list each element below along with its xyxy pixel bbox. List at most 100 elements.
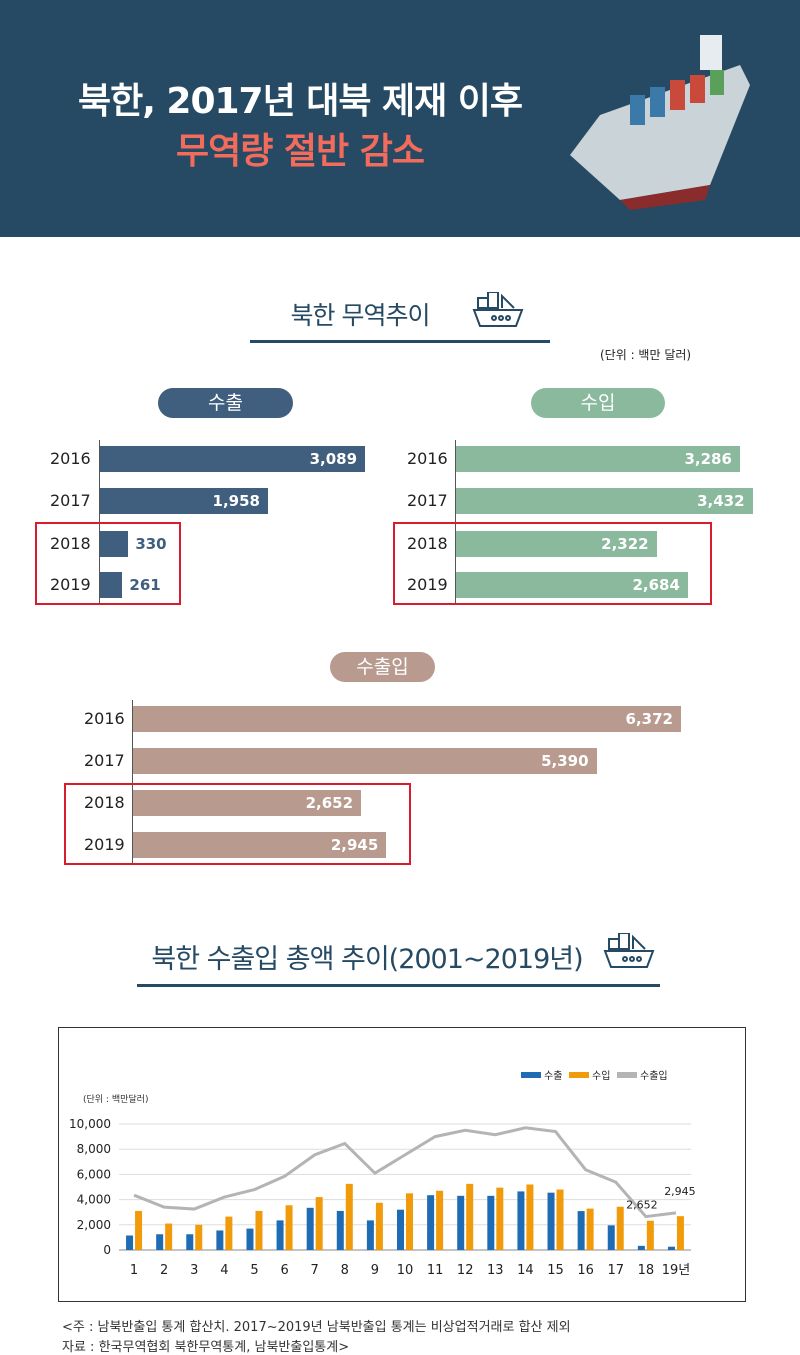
- x-tick-label: 18: [638, 1263, 655, 1278]
- legend-swatch: [569, 1072, 589, 1078]
- footnote: <주 : 남북반출입 통계 합산치. 2017~2019년 남북반출입 통계는 …: [62, 1320, 571, 1335]
- export-bar: [216, 1230, 224, 1250]
- import-bar: [255, 1210, 263, 1250]
- imports-year-label: 2016: [407, 449, 448, 468]
- x-tick-label: 3: [190, 1263, 198, 1278]
- x-tick-label: 7: [311, 1263, 319, 1278]
- export-bar: [336, 1210, 344, 1250]
- chart-frame: (단위 : 백만달러) 0 2,000 4,000 6,000 8,000 10,000 1 2…: [58, 1027, 746, 1302]
- import-bar: [195, 1224, 203, 1250]
- export-bar: [276, 1220, 284, 1250]
- export-bar: [517, 1191, 525, 1250]
- imports-pill: 수입: [531, 388, 665, 418]
- import-bar: [646, 1220, 654, 1250]
- export-bar: [487, 1195, 495, 1250]
- imports-bar: 2,684: [456, 572, 688, 598]
- import-bar: [496, 1187, 504, 1250]
- x-tick-label: 13: [487, 1263, 504, 1278]
- y-tick-label: 4,000: [77, 1193, 111, 1207]
- source-note: 자료 : 한국무역협회 북한무역통계, 남북반출입통계>: [62, 1340, 350, 1355]
- main-subtitle: 무역량 절반 감소: [176, 131, 425, 172]
- export-bar: [366, 1220, 374, 1250]
- section1-title: 북한 무역추이: [290, 301, 431, 330]
- imports-bar: 2,322: [456, 531, 657, 557]
- total-year-label: 2019: [84, 835, 125, 854]
- x-tick-label: 10: [397, 1263, 414, 1278]
- export-bar: [427, 1195, 435, 1250]
- total-year-label: 2016: [84, 709, 125, 728]
- x-tick-label: 8: [341, 1263, 349, 1278]
- unit-label: (단위 : 백만 달러): [600, 348, 692, 362]
- total-year-label: 2017: [84, 751, 125, 770]
- x-tick-label: 19년: [662, 1263, 691, 1278]
- import-bar: [466, 1183, 474, 1250]
- y-tick-label: 0: [103, 1243, 111, 1257]
- total-pill: 수출입: [330, 652, 435, 682]
- x-tick-label: 6: [280, 1263, 288, 1278]
- total-year-label: 2018: [84, 793, 125, 812]
- import-bar: [406, 1193, 413, 1250]
- export-bar: [607, 1225, 615, 1250]
- highlight-box-exports: [35, 522, 181, 605]
- imports-year-label: 2018: [407, 534, 448, 553]
- import-bar: [676, 1216, 684, 1250]
- import-bar: [225, 1216, 233, 1250]
- import-bar: [315, 1197, 323, 1250]
- exports-year-label: 2019: [50, 575, 91, 594]
- exports-pill: 수출: [158, 388, 293, 418]
- export-bar: [246, 1228, 254, 1250]
- total-bar: 2,945: [133, 832, 387, 858]
- legend-label: 수출: [544, 1070, 562, 1082]
- highlight-box-imports: [393, 522, 712, 605]
- export-bar: [126, 1235, 134, 1250]
- export-bar: [156, 1234, 164, 1250]
- import-bar: [436, 1190, 444, 1250]
- exports-year-label: 2016: [50, 449, 91, 468]
- import-bar: [285, 1205, 293, 1250]
- cargo-ship-icon: [603, 933, 655, 968]
- export-bar: [186, 1234, 194, 1250]
- main-title: 북한, 2017년 대북 제재 이후: [77, 81, 523, 122]
- export-bar: [547, 1192, 555, 1250]
- total-bar: 5,390: [133, 748, 597, 774]
- x-tick-label: 5: [250, 1263, 258, 1278]
- x-tick-label: 9: [371, 1263, 379, 1278]
- import-bar: [586, 1208, 594, 1250]
- exports-year-label: 2018: [50, 534, 91, 553]
- container-ship-illustration: [570, 35, 750, 210]
- exports-value-label: 261: [129, 576, 161, 594]
- x-tick-label: 12: [457, 1263, 474, 1278]
- y-tick-label: 10,000: [69, 1117, 111, 1131]
- export-bar: [577, 1211, 585, 1250]
- legend-swatch: [617, 1072, 637, 1078]
- total-line: [133, 1126, 677, 1219]
- exports-bar: [100, 531, 129, 557]
- import-bar: [375, 1202, 383, 1250]
- legend-swatch: [521, 1072, 541, 1078]
- annotation-label: 2,652: [626, 1199, 658, 1212]
- legend-label: 수출입: [640, 1069, 668, 1082]
- exports-value-label: 330: [135, 535, 167, 553]
- imports-bar: 3,286: [456, 446, 740, 472]
- exports-bar: 1,958: [100, 488, 268, 514]
- total-bar: 2,652: [133, 790, 362, 816]
- annotation-label: 2,945: [664, 1185, 696, 1198]
- highlight-box-total: [64, 783, 411, 865]
- x-tick-label: 16: [577, 1263, 594, 1278]
- legend-label: 수입: [592, 1069, 610, 1082]
- x-tick-label: 17: [607, 1263, 624, 1278]
- x-tick-label: 11: [427, 1263, 444, 1278]
- section2-underline: [137, 984, 660, 987]
- total-axis: [132, 700, 133, 864]
- x-tick-label: 4: [220, 1263, 228, 1278]
- y-tick-label: 8,000: [77, 1142, 111, 1156]
- x-tick-label: 2: [160, 1263, 168, 1278]
- header-banner: 북한, 2017년 대북 제재 이후 무역량 절반 감소: [0, 0, 800, 237]
- exports-bar: [100, 572, 123, 598]
- x-tick-label: 1: [130, 1263, 138, 1278]
- total-bar: 6,372: [133, 706, 681, 732]
- export-bar: [397, 1209, 404, 1250]
- import-bar: [165, 1223, 173, 1250]
- y-tick-label: 2,000: [77, 1218, 111, 1232]
